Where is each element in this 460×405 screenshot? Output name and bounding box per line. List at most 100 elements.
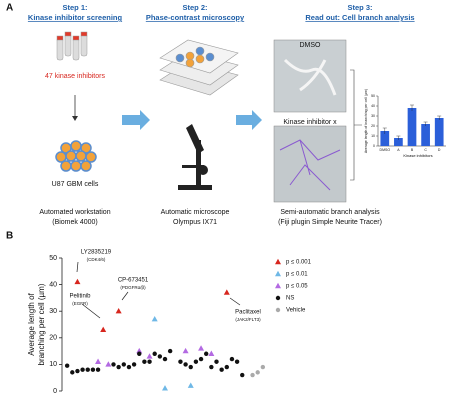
step-subtitle: Phase-contrast microscopy	[146, 13, 245, 22]
compounds-label: 47 kinase inhibitors	[45, 73, 105, 80]
point	[187, 382, 194, 388]
x-tick-label: DMSO	[380, 148, 391, 152]
point	[131, 362, 137, 367]
flow-arrow	[122, 110, 150, 130]
step-subtitle: Kinase inhibitor screening	[28, 13, 123, 22]
point	[229, 356, 235, 362]
bar	[407, 108, 417, 146]
image-label: DMSO	[300, 42, 322, 49]
point	[240, 372, 245, 378]
legend-marker	[275, 307, 281, 313]
point	[95, 367, 101, 372]
annotation: Pelitinib	[69, 294, 91, 300]
annotation: (JAK2/FLT3)	[235, 317, 261, 322]
y-tick-label: 40	[371, 104, 375, 108]
point	[95, 358, 102, 364]
point	[182, 347, 189, 354]
legend-label: p ≤ 0.001	[286, 260, 312, 266]
point	[142, 359, 147, 364]
x-axis-label: Kinase inhibitors	[403, 153, 432, 158]
panel-label: B	[6, 231, 13, 242]
micrograph	[273, 125, 347, 203]
point	[121, 362, 127, 367]
point	[208, 350, 215, 356]
point	[183, 362, 188, 367]
point	[255, 370, 260, 375]
point	[74, 278, 81, 285]
y-tick-label: 30	[371, 114, 375, 118]
x-tick-label: A	[397, 148, 400, 152]
step-title: Step 1:	[62, 3, 87, 12]
point	[198, 356, 204, 362]
panel-label: A	[6, 3, 13, 14]
point	[151, 315, 158, 322]
annotation: (PDGFRα/β)	[120, 285, 146, 290]
y-tick-label: 20	[49, 335, 57, 342]
error-bar	[437, 115, 442, 120]
step-title: Step 2:	[182, 3, 207, 12]
cell-shape	[283, 58, 337, 96]
cells-label: U87 GBM cells	[52, 181, 99, 188]
legend-marker	[275, 295, 281, 301]
point	[115, 308, 122, 314]
point	[146, 353, 153, 359]
point	[137, 351, 142, 356]
annotation-arrow	[81, 303, 101, 319]
flow-arrow	[236, 110, 262, 130]
point	[204, 351, 209, 356]
bar	[421, 124, 430, 146]
caption: Automated workstation	[39, 209, 110, 216]
point	[152, 351, 157, 356]
point	[162, 356, 168, 362]
point	[80, 367, 85, 372]
step-title: Step 3:	[347, 3, 372, 12]
point	[70, 370, 75, 375]
point	[250, 372, 255, 378]
y-axis-label: Average length of branching per cell (µm…	[364, 89, 368, 153]
annotation: Paclitaxel	[235, 310, 261, 316]
annotation: (EGFR)	[72, 301, 88, 306]
point	[234, 359, 240, 364]
point	[209, 364, 214, 370]
point	[126, 364, 132, 370]
micrograph	[273, 39, 347, 113]
legend-label: NS	[286, 296, 294, 302]
y-tick-label: 50	[371, 94, 375, 98]
bar	[434, 118, 444, 146]
image-label: Kinase inhibitor x	[283, 119, 337, 126]
point	[136, 347, 143, 354]
point	[162, 385, 168, 391]
error-bar	[423, 121, 428, 126]
point	[116, 364, 121, 370]
plates-icon	[159, 39, 239, 96]
y-axis-label: Average length of	[27, 292, 36, 355]
point	[157, 354, 163, 359]
point	[105, 361, 112, 367]
point	[214, 359, 219, 364]
trace	[279, 139, 341, 191]
arrow-head	[72, 116, 78, 121]
point	[75, 368, 80, 374]
legend-marker	[275, 258, 281, 265]
point	[198, 345, 205, 351]
point	[219, 367, 224, 372]
step-subtitle: Read out: Cell branch analysis	[305, 13, 414, 22]
point	[64, 363, 70, 368]
caption: Semi-automatic branch analysis	[280, 209, 380, 216]
microscope-icon	[178, 124, 212, 190]
legend-marker	[275, 270, 281, 277]
y-tick-label: 40	[49, 281, 57, 288]
y-axis-label: branching per cell (µm)	[37, 283, 46, 365]
annotation: (CDK4/6)	[87, 257, 106, 262]
error-bar	[396, 135, 401, 140]
annotation-arrow	[229, 297, 241, 306]
y-tick-label: 50	[49, 255, 57, 262]
point	[90, 367, 96, 372]
cells-icon	[55, 140, 97, 172]
point	[178, 359, 183, 364]
annotation-arrow	[121, 291, 129, 301]
legend-label: p ≤ 0.01	[286, 272, 308, 278]
point	[223, 289, 230, 295]
point	[167, 348, 173, 354]
